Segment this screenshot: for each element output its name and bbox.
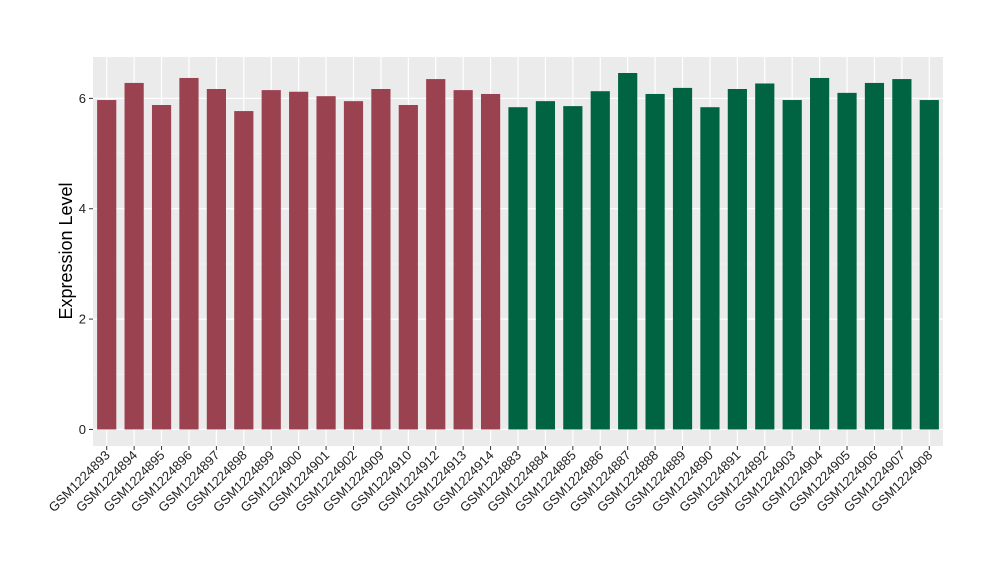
bar-GSM1224910 <box>398 105 418 430</box>
bar-GSM1224907 <box>892 79 912 430</box>
bar-GSM1224905 <box>837 92 857 430</box>
bar-GSM1224892 <box>755 83 775 430</box>
bar-GSM1224895 <box>151 105 172 430</box>
bar-GSM1224914 <box>480 93 501 430</box>
bar-GSM1224891 <box>727 89 747 430</box>
bar-GSM1224898 <box>234 111 254 430</box>
bar-GSM1224887 <box>618 73 638 430</box>
bar-GSM1224904 <box>810 77 830 430</box>
bars <box>97 73 939 430</box>
bar-GSM1224886 <box>590 91 610 430</box>
y-tick-label: 2 <box>79 312 86 327</box>
y-axis: 0 2 4 6 <box>79 91 93 437</box>
bar-GSM1224909 <box>371 89 391 430</box>
bar-GSM1224912 <box>426 79 446 430</box>
bar-GSM1224885 <box>563 106 583 430</box>
y-tick-label: 6 <box>79 91 86 106</box>
bar-GSM1224894 <box>124 82 144 430</box>
bar-GSM1224884 <box>535 101 556 430</box>
bar-GSM1224902 <box>343 101 364 430</box>
bar-GSM1224899 <box>261 90 281 430</box>
bar-GSM1224896 <box>179 77 199 430</box>
bar-GSM1224901 <box>316 96 336 430</box>
bar-GSM1224908 <box>919 100 939 430</box>
y-tick-label: 0 <box>79 422 86 437</box>
y-axis-title: Expression Level <box>56 182 76 319</box>
bar-GSM1224888 <box>645 93 665 430</box>
bar-GSM1224906 <box>864 82 885 430</box>
x-axis: GSM1224893GSM1224894GSM1224895GSM1224896… <box>45 446 935 515</box>
bar-GSM1224897 <box>206 89 226 430</box>
y-tick-label: 4 <box>79 201 86 216</box>
bar-GSM1224900 <box>289 91 309 430</box>
bar-GSM1224893 <box>97 100 117 430</box>
bar-GSM1224903 <box>782 100 802 430</box>
bar-GSM1224913 <box>453 90 473 430</box>
bar-GSM1224883 <box>508 107 528 430</box>
bar-GSM1224889 <box>672 87 693 430</box>
bar-GSM1224890 <box>700 107 720 430</box>
